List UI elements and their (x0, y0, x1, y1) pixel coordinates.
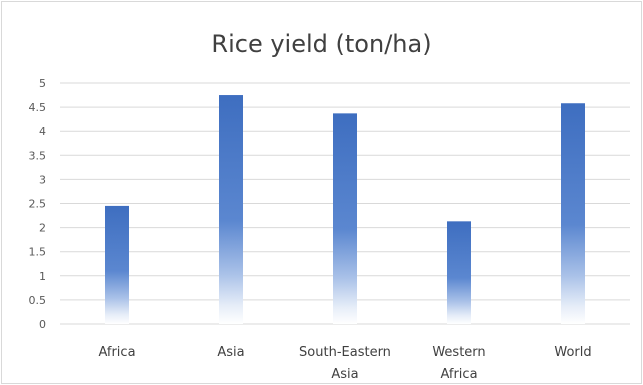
y-tick-label: 5 (39, 77, 46, 90)
y-tick-label: 3 (39, 173, 46, 186)
y-axis-ticks: 0 0.5 1 1.5 2 2.5 3 3.5 4 4.5 5 (29, 77, 47, 331)
x-category-label: Asia (217, 345, 244, 360)
y-tick-label: 4.5 (29, 101, 47, 114)
bar (561, 103, 585, 324)
x-category-label: Africa (98, 345, 135, 360)
bars (105, 95, 585, 324)
y-tick-label: 2 (39, 222, 46, 235)
bar (105, 205, 129, 324)
bar (333, 113, 357, 324)
x-category-label: South-Eastern (299, 345, 391, 360)
bar (219, 95, 243, 324)
y-tick-label: 1 (39, 270, 46, 283)
chart-title: Rice yield (ton/ha) (211, 30, 432, 58)
x-category-label: Western (432, 345, 485, 360)
bar (447, 221, 471, 324)
x-category-label: Africa (440, 367, 477, 382)
y-tick-label: 1.5 (29, 246, 47, 259)
x-axis-categories: Africa Asia South-Eastern Asia Western Africa… (98, 345, 591, 382)
y-tick-label: 0.5 (29, 294, 47, 307)
y-tick-label: 3.5 (29, 149, 47, 162)
y-tick-label: 0 (39, 318, 46, 331)
y-tick-label: 2.5 (29, 198, 47, 211)
y-tick-label: 4 (39, 125, 46, 138)
x-category-label: World (554, 345, 591, 360)
x-category-label: Asia (331, 367, 358, 382)
